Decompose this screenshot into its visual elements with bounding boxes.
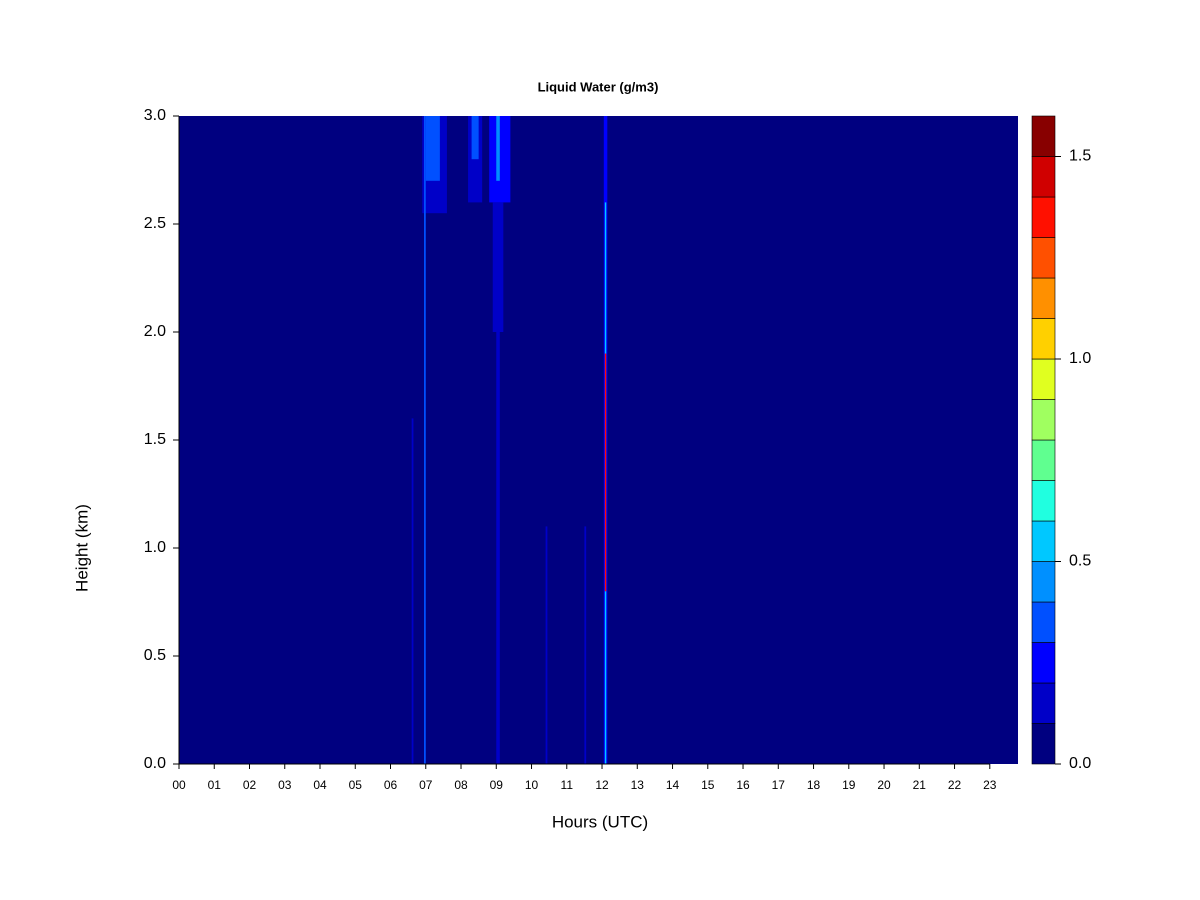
colorbar-band (1031, 682, 1056, 724)
x-tick-label: 09 (490, 778, 504, 792)
contour-cell (492, 202, 504, 332)
contour-cell (411, 418, 414, 764)
colorbar-band (1031, 318, 1056, 360)
colorbar-band (1031, 480, 1056, 522)
colorbar-band (1031, 237, 1056, 279)
contour-cell (496, 116, 500, 181)
contour-cell (179, 116, 1018, 764)
x-tick-label: 23 (983, 778, 997, 792)
colorbar-band (1031, 601, 1056, 643)
contour-cell (604, 202, 607, 354)
colorbar-tick-label: 1.5 (1069, 148, 1091, 165)
y-tick-label: 0.0 (144, 755, 166, 772)
y-tick-label: 1.5 (144, 431, 166, 448)
contour-cell (545, 526, 548, 764)
x-tick-label: 16 (736, 778, 750, 792)
contour-cell (604, 591, 607, 764)
chart-title: Liquid Water (g/m3) (538, 79, 659, 94)
colorbar-band (1031, 277, 1056, 319)
y-axis-label: Height (km) (72, 504, 91, 592)
x-tick-label: 12 (595, 778, 609, 792)
x-tick-label: 18 (807, 778, 821, 792)
x-tick-label: 00 (172, 778, 186, 792)
y-tick-label: 3.0 (144, 107, 166, 124)
x-tick-label: 11 (561, 778, 574, 792)
x-tick-label: 10 (525, 778, 539, 792)
x-tick-label: 04 (313, 778, 327, 792)
colorbar-band (1031, 561, 1056, 603)
colorbar-band (1031, 642, 1056, 684)
x-tick-label: 19 (842, 778, 856, 792)
x-tick-label: 17 (772, 778, 786, 792)
x-tick-label: 03 (278, 778, 292, 792)
colorbar-band (1031, 115, 1056, 157)
contour-cell (424, 116, 426, 764)
colorbar-band (1031, 723, 1056, 765)
contour-cell (584, 526, 587, 764)
x-axis-label: Hours (UTC) (552, 812, 648, 831)
y-tick-label: 2.5 (144, 215, 166, 232)
x-tick-label: 01 (208, 778, 222, 792)
colorbar-band (1031, 520, 1056, 562)
contour-cell (425, 116, 440, 181)
colorbar-tick-label: 1.0 (1069, 350, 1091, 367)
y-tick-label: 0.5 (144, 647, 166, 664)
contour-cell (471, 116, 479, 160)
y-tick-label: 2.0 (144, 323, 166, 340)
colorbar-band (1031, 156, 1056, 198)
x-tick-label: 15 (701, 778, 715, 792)
colorbar-band (1031, 196, 1056, 238)
x-tick-label: 13 (631, 778, 645, 792)
x-tick-label: 06 (384, 778, 398, 792)
x-tick-label: 05 (349, 778, 363, 792)
colorbar-band (1031, 439, 1056, 481)
x-tick-label: 22 (948, 778, 962, 792)
colorbar-tick-label: 0.5 (1069, 553, 1091, 570)
contour-cell (496, 332, 500, 764)
plot-area (179, 116, 1018, 764)
y-tick-label: 1.0 (144, 539, 166, 556)
contour-cell (604, 353, 607, 592)
colorbar-tick-label: 0.0 (1069, 755, 1091, 772)
axes: 00 01 02 03 04 05 06 07 08 09 10 11 12 13 14 15 16 17 18 19… (144, 107, 1092, 792)
colorbar-band (1031, 358, 1056, 400)
x-tick-label: 14 (666, 778, 680, 792)
colorbar-band (1031, 399, 1056, 441)
x-tick-label: 20 (877, 778, 891, 792)
x-tick-label: 21 (913, 778, 927, 792)
x-tick-label: 08 (454, 778, 468, 792)
x-tick-label: 02 (243, 778, 257, 792)
x-tick-label: 07 (419, 778, 433, 792)
